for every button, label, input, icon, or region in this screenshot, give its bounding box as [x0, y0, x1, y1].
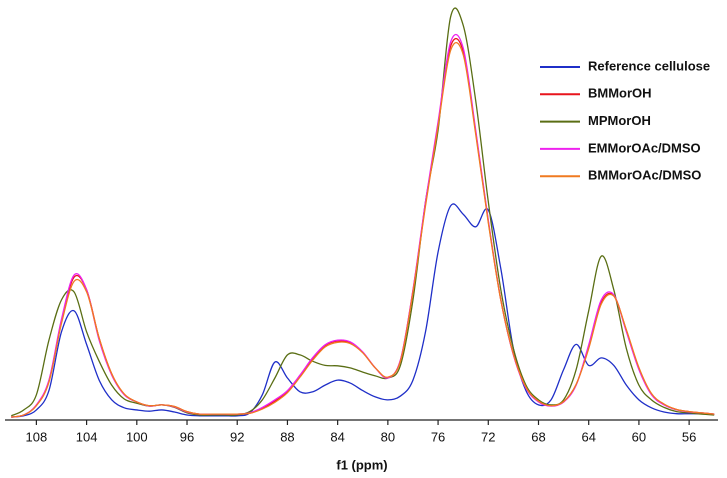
legend-label: Reference cellulose [588, 58, 710, 73]
x-tick-label: 104 [76, 429, 98, 444]
x-tick-label: 108 [26, 429, 48, 444]
x-tick-label: 88 [280, 429, 294, 444]
x-tick-label: 92 [230, 429, 244, 444]
x-tick-label: 56 [682, 429, 696, 444]
x-tick-label: 84 [330, 429, 344, 444]
x-axis-label: f1 (ppm) [336, 457, 387, 472]
x-tick-label: 60 [632, 429, 646, 444]
x-tick-label: 76 [431, 429, 445, 444]
spectrum-line [11, 203, 715, 418]
x-tick-label: 72 [481, 429, 495, 444]
legend-label: EMMorOAc/DMSO [588, 140, 701, 155]
spectrum-line [11, 7, 715, 417]
x-tick-label: 64 [581, 429, 595, 444]
legend-label: MPMorOH [588, 113, 651, 128]
x-tick-label: 96 [180, 429, 194, 444]
legend-label: BMMorOH [588, 86, 652, 101]
x-tick-label: 100 [126, 429, 148, 444]
x-tick-label: 80 [381, 429, 395, 444]
legend-label: BMMorOAc/DMSO [588, 168, 701, 183]
x-tick-label: 68 [531, 429, 545, 444]
spectrum-line [11, 42, 715, 418]
